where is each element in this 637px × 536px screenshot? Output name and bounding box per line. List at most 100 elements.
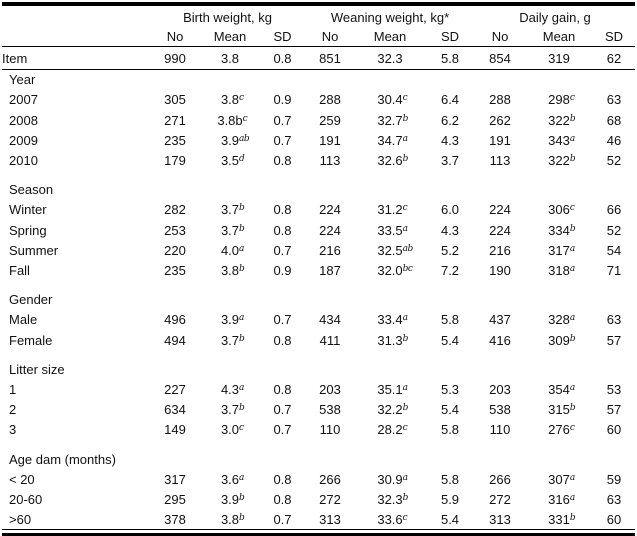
cell-weaning-no: 259	[305, 110, 355, 130]
cell-weaning-mean: 32.6b	[355, 150, 425, 170]
cell-daily-sd: 60	[593, 509, 636, 531]
cell-weaning-mean: 28.2c	[355, 419, 425, 439]
cell-weaning-mean: 30.4c	[355, 89, 425, 109]
cell-birth-mean: 3.9ab	[200, 130, 260, 150]
cell-birth-mean: 3.6a	[200, 469, 260, 489]
cell-value: 220	[164, 242, 186, 258]
cell-birth-sd: 0.8	[260, 330, 305, 350]
cell-value: 6.4	[440, 92, 460, 108]
cell-value: 288	[319, 92, 341, 108]
cell-weaning-mean: 30.9a	[355, 469, 425, 489]
cell-weaning-mean: 32.3	[355, 46, 425, 71]
table-row: Female 494 3.7b 0.8 411 31.3b 5.4 416 309b 57	[2, 330, 635, 350]
cell-value: 110	[489, 422, 511, 438]
cell-value: 334	[548, 222, 570, 238]
cell-value: 30.9	[377, 471, 403, 487]
cell-value: 322	[548, 153, 570, 169]
cell-value: 32.3	[377, 492, 403, 508]
table-row: 2009 235 3.9ab 0.7 191 34.7a 4.3 191 343a 46	[2, 130, 635, 150]
cell-daily-mean: 276c	[525, 419, 593, 439]
cell-value: 3.0	[220, 422, 240, 438]
cell-value: 110	[319, 422, 341, 438]
significance-superscript: ab	[239, 133, 250, 144]
cell-weaning-no: 288	[305, 89, 355, 109]
cell-weaning-sd: 7.2	[425, 260, 475, 280]
cell-value: 149	[164, 422, 186, 438]
cell-daily-mean: 316a	[525, 489, 593, 509]
table-row: Winter 282 3.7b 0.8 224 31.2c 6.0 224 306c 66	[2, 199, 635, 219]
cell-value: 57	[606, 402, 622, 418]
significance-superscript: b	[239, 223, 245, 234]
cell-value: 538	[319, 402, 341, 418]
section-label: Year	[9, 72, 36, 88]
cell-value: 203	[489, 382, 511, 398]
cell-daily-no: 191	[475, 130, 525, 150]
cell-birth-mean: 3.5d	[200, 150, 260, 170]
cell-daily-sd: 66	[593, 199, 635, 219]
cell-value: 354	[548, 382, 570, 398]
cell-value: 190	[489, 263, 511, 279]
cell-value: 0.8	[273, 471, 292, 487]
cell-value: 282	[164, 202, 186, 218]
significance-superscript: b	[402, 113, 409, 124]
significance-superscript: c	[402, 513, 408, 524]
cell-value: 315	[548, 402, 570, 418]
significance-superscript: a	[239, 472, 244, 483]
cell-value: 538	[489, 402, 511, 418]
cell-value: 416	[489, 332, 511, 348]
cell-birth-no: 305	[150, 89, 200, 109]
spacer-cell	[2, 440, 635, 450]
cell-value: 253	[164, 222, 186, 238]
cell-value: 3.7	[220, 222, 240, 238]
cell-birth-mean: 3.8bc	[200, 110, 260, 130]
cell-birth-no: 253	[150, 220, 200, 240]
cell-value: 3.7	[220, 332, 240, 348]
cell-birth-mean: 3.9b	[200, 489, 260, 509]
cell-value: 276	[548, 422, 570, 438]
cell-value: 4.3	[440, 222, 460, 238]
row-label: 2007	[9, 92, 38, 108]
section-label: Age dam (months)	[9, 451, 116, 467]
cell-value: 28.2	[377, 422, 403, 438]
cell-weaning-sd: 4.3	[425, 220, 475, 240]
cell-value: 5.9	[440, 492, 460, 508]
subheader-mean: Mean	[200, 28, 260, 47]
cell-value: 60	[606, 422, 622, 438]
cell-value: 33.5	[377, 222, 403, 238]
cell-daily-sd: 52	[593, 220, 635, 240]
spacer-cell	[2, 280, 635, 290]
overall-item-row: Item 990 3.8 0.8 851 32.3 5.8 854 319 62	[2, 46, 636, 71]
cell-daily-no: 216	[475, 240, 525, 260]
cell-birth-sd: 0.8	[260, 220, 305, 240]
cell-value: 66	[606, 202, 622, 218]
bottom-rule	[2, 533, 635, 536]
cell-daily-mean: 298c	[525, 89, 593, 109]
cell-daily-sd: 54	[593, 240, 635, 260]
cell-value: 4.0	[220, 242, 240, 258]
cell-weaning-no: 187	[305, 260, 355, 280]
cell-value: 0.7	[273, 242, 292, 258]
cell-value: 317	[548, 242, 570, 258]
cell-value: 33.4	[377, 312, 403, 328]
cell-value: 317	[164, 471, 186, 487]
cell-value: 411	[319, 332, 341, 348]
cell-birth-no: 149	[150, 419, 200, 439]
row-label: 2009	[9, 132, 38, 148]
cell-weaning-sd: 5.9	[425, 489, 475, 509]
cell-daily-sd: 60	[593, 419, 635, 439]
cell-weaning-sd: 5.3	[425, 379, 475, 399]
significance-superscript: b	[569, 113, 576, 124]
cell-daily-no: 437	[475, 309, 525, 329]
section-spacer	[2, 170, 635, 180]
cell-birth-sd: 0.7	[260, 240, 305, 260]
cell-daily-mean: 354a	[525, 379, 593, 399]
cell-value: 271	[164, 112, 186, 128]
cell-value: 5.8	[440, 422, 460, 438]
cell-weaning-no: 411	[305, 330, 355, 350]
cell-value: 0.8	[273, 202, 292, 218]
cell-weaning-no: 224	[305, 220, 355, 240]
col-group-weaning-weight: Weaning weight, kg*	[330, 10, 450, 25]
cell-daily-sd: 52	[593, 150, 635, 170]
section-label-row: Gender	[2, 290, 635, 309]
